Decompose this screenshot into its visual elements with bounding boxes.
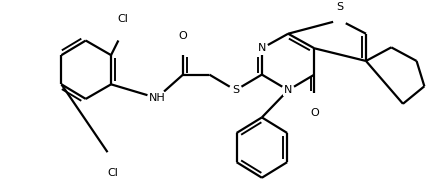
Text: N: N xyxy=(258,43,266,53)
Text: S: S xyxy=(336,2,343,12)
Text: Cl: Cl xyxy=(107,168,118,178)
Text: O: O xyxy=(310,108,319,118)
Text: O: O xyxy=(179,30,187,41)
Text: Cl: Cl xyxy=(117,14,128,24)
Text: NH: NH xyxy=(149,93,165,103)
Text: N: N xyxy=(284,85,292,95)
Text: S: S xyxy=(232,85,239,95)
